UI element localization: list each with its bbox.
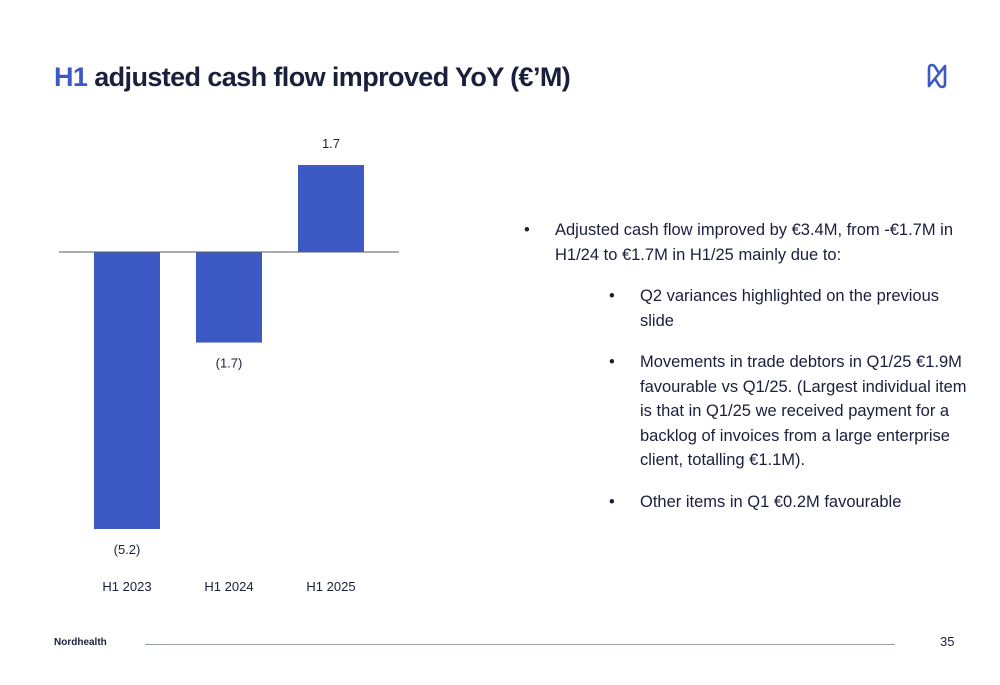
sub-bullet-item: Other items in Q1 €0.2M favourable: [555, 490, 975, 515]
nordhealth-logo-icon: [927, 63, 947, 89]
bar-chart: (5.2) H1 2023 (1.7) H1 2024 1.7 H1 2025: [59, 136, 399, 594]
x-tick-label: H1 2024: [204, 579, 253, 594]
data-label: (1.7): [216, 356, 243, 371]
bar-h1-2024: [196, 252, 262, 343]
data-label: 1.7: [322, 136, 340, 151]
bullet-main-text: Adjusted cash flow improved by €3.4M, fr…: [555, 221, 954, 264]
footer-divider: [145, 644, 895, 645]
sub-bullet-list: Q2 variances highlighted on the previous…: [555, 284, 975, 514]
x-tick-label: H1 2025: [306, 579, 355, 594]
bar-h1-2025: [298, 165, 364, 252]
footer-brand: Nordhealth: [54, 637, 107, 648]
x-tick-label: H1 2023: [102, 579, 151, 594]
sub-bullet-item: Movements in trade debtors in Q1/25 €1.9…: [555, 350, 975, 473]
sub-bullet-item: Q2 variances highlighted on the previous…: [555, 284, 975, 333]
page-number: 35: [940, 634, 955, 649]
commentary-bullets: Adjusted cash flow improved by €3.4M, fr…: [520, 218, 975, 531]
bullet-main: Adjusted cash flow improved by €3.4M, fr…: [520, 218, 975, 514]
page-title: H1 adjusted cash flow improved YoY (€’M): [54, 62, 571, 93]
data-label: (5.2): [114, 542, 141, 557]
page-title-accent: H1: [54, 62, 88, 92]
bar-h1-2023: [94, 252, 160, 529]
page-title-text: adjusted cash flow improved YoY (€’M): [94, 62, 571, 92]
